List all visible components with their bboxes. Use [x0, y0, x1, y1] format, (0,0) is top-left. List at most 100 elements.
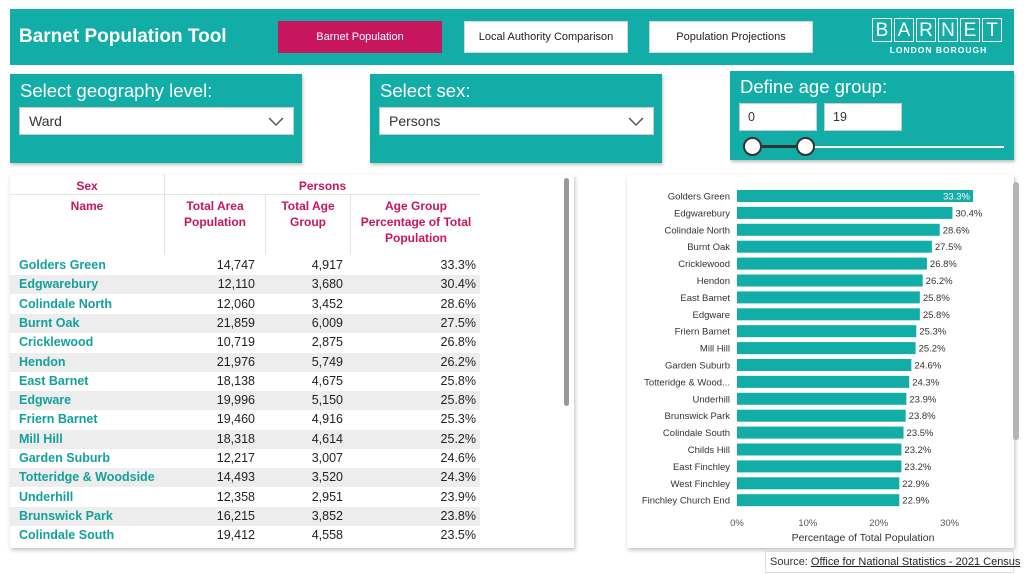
table-row[interactable]: Underhill 12,358 2,951 23.9% [10, 488, 480, 507]
chart-bar[interactable] [737, 274, 923, 287]
chart-category-label: Finchley Church End [642, 496, 730, 507]
logo-letter: R [916, 18, 936, 42]
cell-pct: 26.8% [440, 335, 476, 350]
table-scrollbar[interactable] [564, 178, 569, 406]
cell-name: Burnt Oak [19, 315, 80, 330]
table-row[interactable]: Cricklewood 10,719 2,875 26.8% [10, 333, 480, 352]
chart-category-label: Mill Hill [700, 344, 730, 355]
chart-data-label: 24.6% [914, 361, 941, 372]
cell-total: 14,747 [216, 258, 255, 272]
cell-total: 10,719 [216, 335, 255, 350]
logo-letter: E [960, 18, 980, 42]
cell-total: 16,215 [216, 508, 255, 523]
table-row[interactable]: Edgware 19,996 5,150 25.8% [10, 391, 480, 411]
age-filter-card: Define age group: 0 19 [730, 71, 1014, 160]
table-row[interactable]: Totteridge & Woodside 14,493 3,520 24.3% [10, 468, 480, 488]
table-header-sex-row [10, 175, 480, 195]
geography-filter-card: Select geography level: Ward [10, 74, 302, 163]
chart-bar[interactable] [737, 342, 916, 355]
table-row[interactable]: Golders Green 14,747 4,917 33.3% [10, 256, 480, 275]
age-max-input[interactable]: 19 [824, 103, 902, 131]
cell-age: 4,916 [311, 412, 343, 427]
chart-data-label: 25.2% [919, 344, 946, 355]
chart-category-label: Golders Green [668, 192, 730, 203]
header-sex-label: Sex [76, 179, 98, 193]
table-row[interactable]: East Barnet 18,138 4,675 25.8% [10, 372, 480, 391]
chart-data-label: 23.9% [909, 394, 936, 405]
table-row[interactable]: Hendon 21,976 5,749 26.2% [10, 352, 480, 372]
logo-letter: B [872, 18, 892, 42]
header-age-group-percentage[interactable]: Age Group Percentage of Total Population [360, 199, 472, 245]
table-row[interactable]: Edgwarebury 12,110 3,680 30.4% [10, 275, 480, 295]
chart-x-axis-title: Percentage of Total Population [792, 532, 935, 544]
chart-bar[interactable] [737, 240, 932, 253]
chart-data-label: 23.5% [907, 428, 934, 439]
column-divider [265, 195, 266, 255]
chart-category-label: Edgware [693, 310, 731, 321]
cell-name: Brunswick Park [19, 508, 113, 523]
age-slider-min-handle[interactable] [743, 137, 762, 156]
chart-bar[interactable] [737, 325, 917, 338]
header-name[interactable]: Name [70, 199, 104, 213]
nav-population-projections-button[interactable]: Population Projections [649, 21, 813, 53]
chart-bar[interactable] [737, 291, 920, 304]
chart-scrollbar[interactable] [1013, 182, 1019, 440]
cell-pct: 23.8% [440, 508, 476, 523]
chart-bar[interactable] [737, 190, 973, 202]
header-total-area-population[interactable]: Total Area Population [184, 199, 246, 229]
chart-bar[interactable] [737, 426, 904, 439]
chart-bar[interactable] [737, 392, 907, 405]
cell-total: 12,358 [216, 489, 255, 504]
cell-pct: 23.5% [440, 528, 476, 543]
chart-bar[interactable] [737, 494, 900, 507]
chart-bar[interactable] [737, 257, 927, 270]
table-row[interactable]: Burnt Oak 21,859 6,009 27.5% [10, 313, 480, 333]
chart-bar[interactable] [737, 359, 912, 371]
cell-age: 4,614 [311, 431, 343, 446]
age-slider-max-handle[interactable] [796, 137, 815, 156]
chart-bar[interactable] [737, 409, 906, 422]
nav-local-authority-comparison-button[interactable]: Local Authority Comparison [464, 21, 628, 53]
cell-total: 12,217 [216, 451, 255, 465]
header-total-age-group[interactable]: Total Age Group [281, 199, 335, 229]
table-row[interactable]: Friern Barnet 19,460 4,916 25.3% [10, 410, 480, 429]
source-link[interactable]: Office for National Statistics - 2021 Ce… [810, 556, 1021, 568]
cell-total: 18,138 [216, 373, 255, 388]
age-slider-track[interactable] [748, 146, 1004, 148]
chart-bar[interactable] [737, 460, 902, 473]
logo-letter: N [938, 18, 958, 42]
chart-category-label: Burnt Oak [687, 242, 730, 253]
chart-category-label: Brunswick Park [665, 411, 731, 422]
chart-bar[interactable] [737, 308, 920, 321]
geography-dropdown[interactable]: Ward [19, 107, 294, 135]
chart-data-label: 22.9% [902, 496, 929, 507]
chevron-down-icon [628, 117, 644, 127]
chart-bar[interactable] [737, 477, 900, 490]
nav-barnet-population-button[interactable]: Barnet Population [278, 21, 442, 53]
chart-bar[interactable] [737, 443, 902, 456]
table-row[interactable]: Colindale North 12,060 3,452 28.6% [10, 295, 480, 314]
chart-category-label: Totteridge & Wood... [644, 377, 730, 388]
cell-name: Cricklewood [19, 335, 94, 350]
table-row[interactable]: Garden Suburb 12,217 3,007 24.6% [10, 449, 480, 468]
chart-x-tick-label: 10% [798, 518, 818, 529]
cell-age: 3,680 [311, 277, 343, 292]
cell-name: Friern Barnet [19, 412, 98, 427]
age-min-input[interactable]: 0 [739, 103, 817, 131]
cell-pct: 30.4% [440, 277, 476, 292]
chart-data-label: 22.9% [902, 479, 929, 490]
table-row[interactable]: Brunswick Park 16,215 3,852 23.8% [10, 506, 480, 526]
age-slider-range [748, 145, 802, 148]
chart-x-tick-label: 0% [730, 518, 744, 529]
chart-bar[interactable] [737, 206, 953, 219]
table-row[interactable]: Mill Hill 18,318 4,614 25.2% [10, 429, 480, 449]
chart-bar[interactable] [737, 223, 940, 236]
logo-subtitle: LONDON BOROUGH [889, 45, 988, 55]
cell-name: Totteridge & Woodside [19, 470, 155, 485]
table-row[interactable]: Colindale South 19,412 4,558 23.5% [10, 526, 480, 545]
cell-pct: 25.3% [440, 412, 476, 427]
cell-total: 14,493 [216, 470, 255, 485]
sex-dropdown[interactable]: Persons [379, 107, 654, 135]
chart-x-tick-label: 20% [869, 518, 889, 529]
chart-bar[interactable] [737, 375, 910, 388]
